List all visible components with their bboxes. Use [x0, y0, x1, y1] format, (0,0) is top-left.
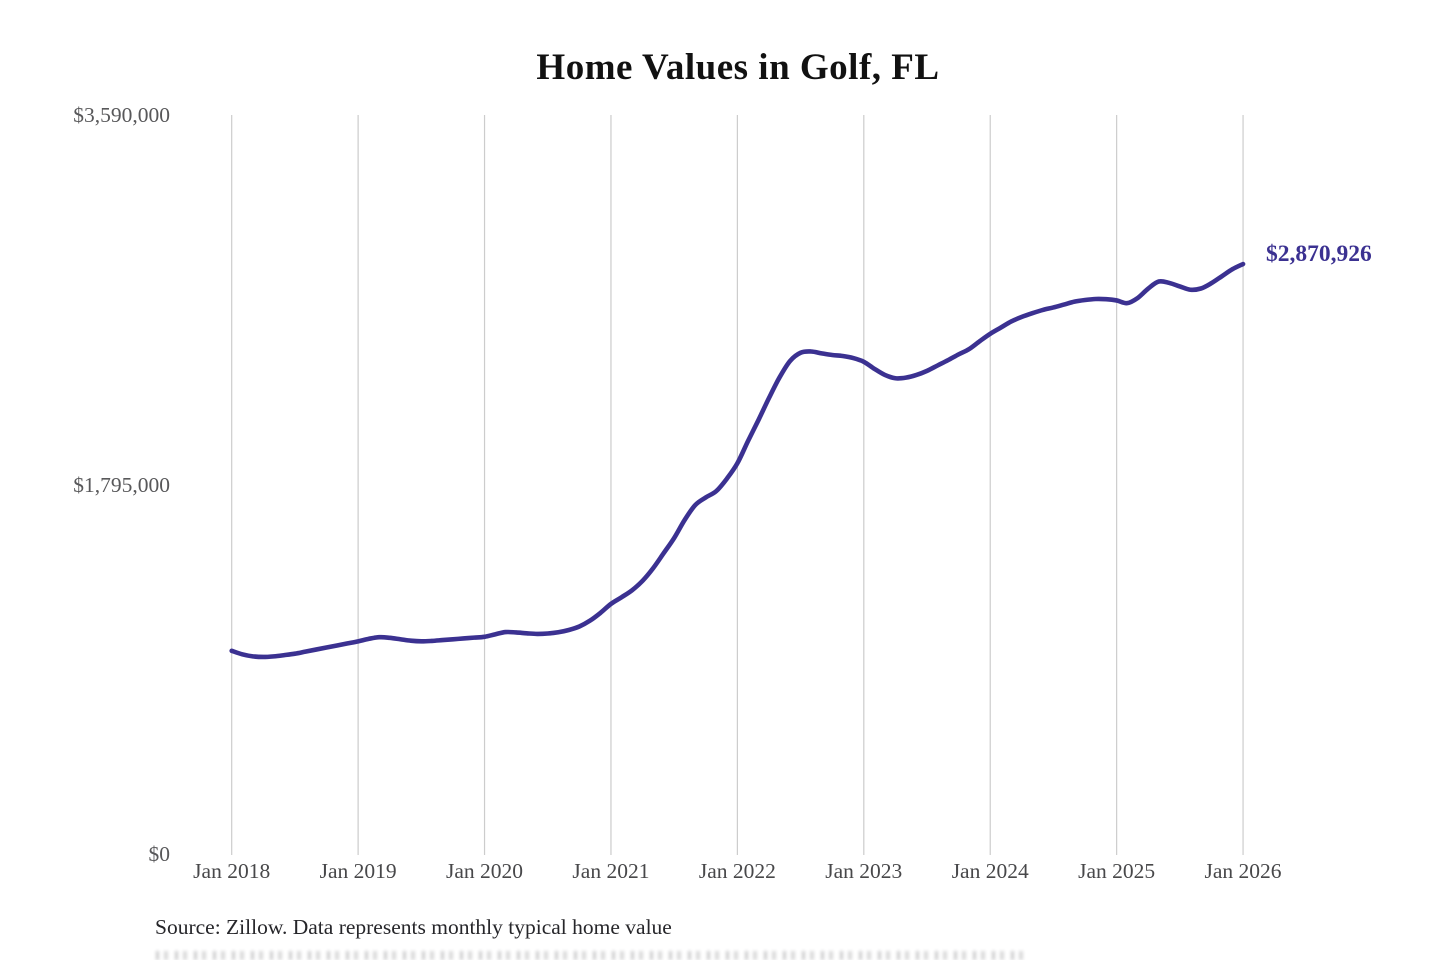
x-axis-tick-label: Jan 2022: [698, 859, 776, 883]
x-axis-tick-label: Jan 2018: [193, 859, 271, 883]
home-value-line: [229, 261, 1246, 660]
x-axis-tick-label: Jan 2020: [446, 859, 524, 883]
x-axis-tick-label: Jan 2019: [319, 859, 397, 883]
clipped-text-row: [156, 951, 1026, 960]
y-axis-tick-label: $0: [148, 842, 171, 866]
y-axis-tick-label: $1,795,000: [73, 472, 170, 497]
source-note: Source: Zillow. Data represents monthly …: [155, 915, 672, 939]
x-axis-tick-label: Jan 2024: [951, 859, 1029, 883]
latest-value-annotation: $2,870,926: [1266, 241, 1372, 267]
x-axis-tick-label: Jan 2026: [1204, 859, 1282, 883]
chart-title: Home Values in Golf, FL: [536, 47, 940, 88]
x-axis-tick-label: Jan 2025: [1078, 859, 1156, 883]
x-axis-tick-label: Jan 2021: [572, 859, 650, 883]
x-axis-tick-label: Jan 2023: [825, 859, 903, 883]
y-axis-tick-label: $3,590,000: [73, 103, 170, 127]
